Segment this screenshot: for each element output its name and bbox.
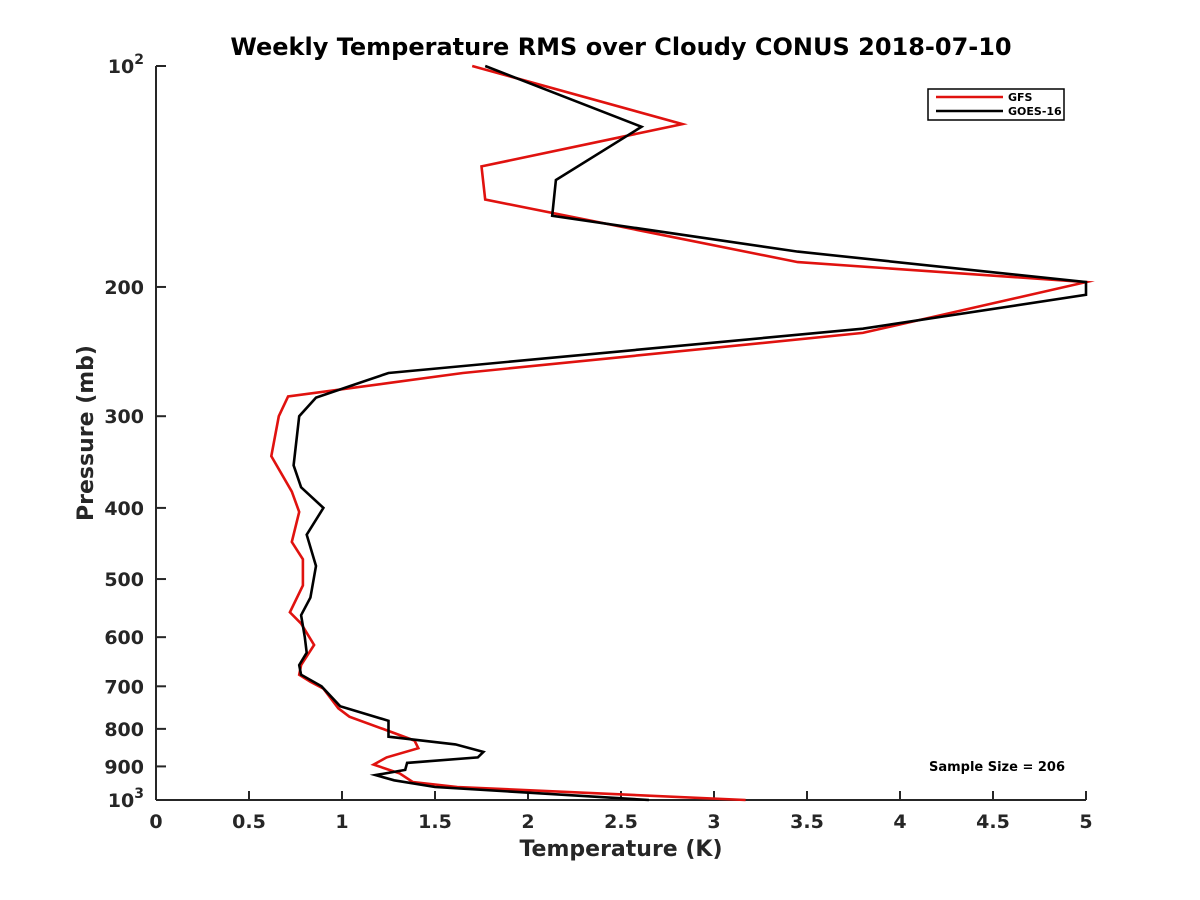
- y-tick-label: 800: [104, 719, 144, 741]
- legend-label-goes16: GOES-16: [1008, 105, 1062, 118]
- x-tick-label: 4.5: [976, 811, 1010, 833]
- legend-label-gfs: GFS: [1008, 91, 1033, 104]
- series-line-goes16: [292, 64, 1088, 802]
- x-tick-label: 5: [1079, 811, 1092, 833]
- x-tick-label: 1.5: [418, 811, 452, 833]
- x-tick-label: 1: [335, 811, 348, 833]
- y-tick-label: 102: [108, 52, 144, 78]
- x-tick-label: 3: [707, 811, 720, 833]
- x-axis-label: Temperature (K): [519, 837, 722, 862]
- y-axis-label: Pressure (mb): [74, 345, 99, 521]
- y-tick-label: 103: [108, 786, 144, 812]
- x-tick-label: 2: [521, 811, 534, 833]
- y-tick-label: 600: [104, 627, 144, 649]
- series-line-gfs: [269, 64, 1095, 802]
- series-lines: [269, 64, 1095, 802]
- sample-size-annotation: Sample Size = 206: [929, 760, 1065, 775]
- x-tick-label: 3.5: [790, 811, 824, 833]
- x-tick-label: 4: [893, 811, 906, 833]
- x-tick-label: 2.5: [604, 811, 638, 833]
- y-tick-label: 900: [104, 756, 144, 778]
- y-tick-label: 400: [104, 498, 144, 520]
- chart-title: Weekly Temperature RMS over Cloudy CONUS…: [230, 33, 1011, 61]
- y-tick-label: 200: [104, 277, 144, 299]
- legend-box: [927, 88, 1065, 121]
- x-axis-ticks: 0 0.5 1 1.5 2 2.5 3 3.5 4 4.5 5: [149, 791, 1093, 833]
- y-tick-label: 500: [104, 569, 144, 591]
- y-tick-label: 300: [104, 406, 144, 428]
- y-axis-ticks: 102 200 300 400 500 600 700 800 900 103: [104, 52, 166, 812]
- y-tick-label: 700: [104, 676, 144, 698]
- legend: GFS GOES-16: [927, 88, 1065, 121]
- x-tick-label: 0: [149, 811, 162, 833]
- x-tick-label: 0.5: [232, 811, 266, 833]
